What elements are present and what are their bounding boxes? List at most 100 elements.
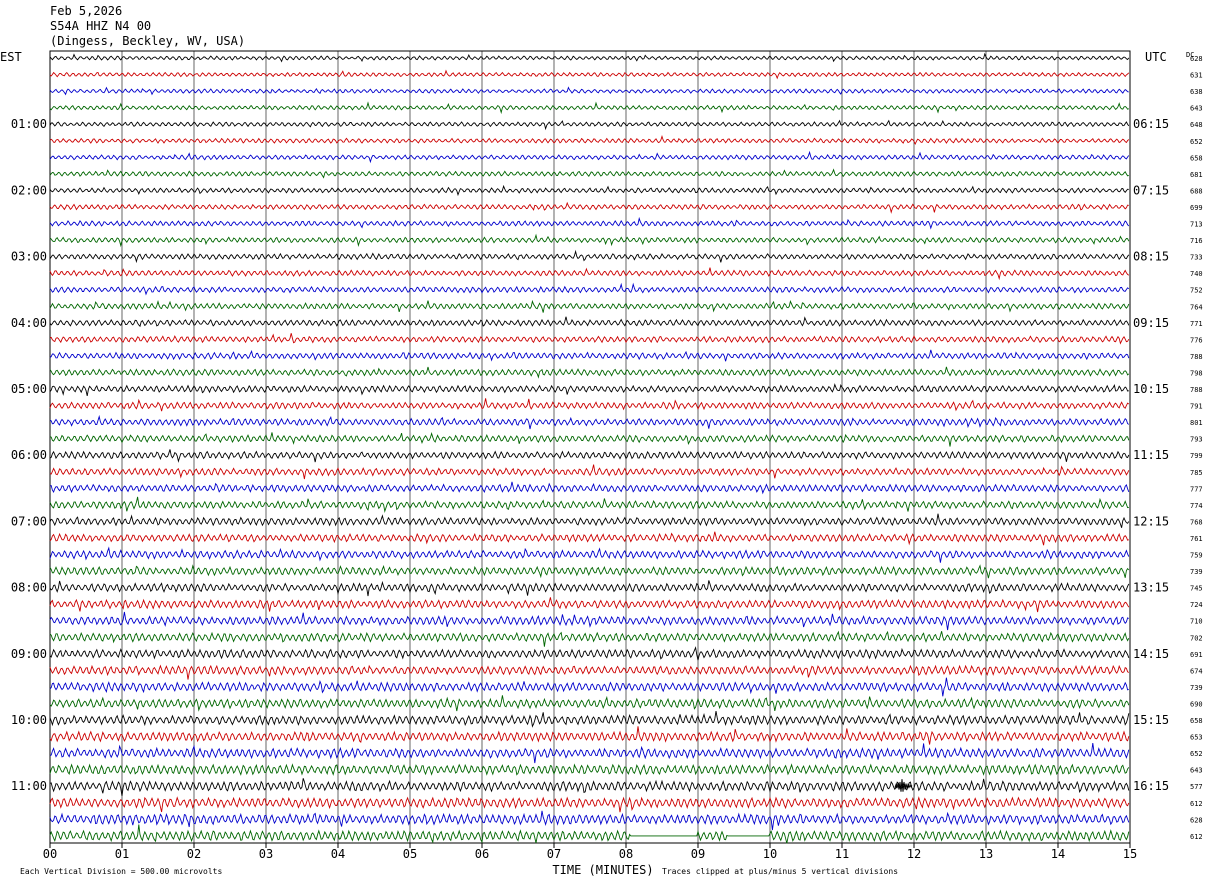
x-tick-label: 01: [115, 847, 129, 861]
dc-offset-label: 648: [1190, 121, 1203, 129]
seismic-trace: [49, 496, 1129, 513]
right-hour-label: 14:15: [1133, 647, 1169, 661]
dc-offset-label: 785: [1190, 469, 1203, 477]
x-tick-label: 10: [763, 847, 777, 861]
seismic-trace: [49, 580, 1130, 597]
dc-offset-label: 658: [1190, 717, 1203, 725]
dc-offset-label: 788: [1190, 386, 1203, 394]
x-tick-label: 14: [1051, 847, 1065, 861]
dc-header-label: DC: [1186, 51, 1194, 59]
seismic-trace: [49, 135, 1130, 145]
dc-offset-label: 788: [1190, 353, 1203, 361]
x-axis-label: TIME (MINUTES): [552, 863, 653, 877]
left-hour-label: 10:00: [11, 713, 47, 727]
x-tick-label: 04: [331, 847, 345, 861]
dc-offset-label: 771: [1190, 320, 1203, 328]
seismic-trace: [49, 711, 1130, 728]
seismic-trace: [49, 333, 1130, 345]
left-hour-label: 07:00: [11, 514, 47, 528]
seismic-trace: [49, 646, 1130, 661]
dc-offset-label: 691: [1190, 651, 1203, 659]
seismic-trace: [49, 119, 1130, 131]
dc-offset-label: 776: [1190, 336, 1203, 344]
seismic-trace: [49, 611, 1130, 631]
x-tick-label: 03: [259, 847, 273, 861]
seismic-trace: [49, 101, 1129, 115]
seismic-trace: [49, 464, 1130, 480]
seismic-trace: [49, 564, 1130, 579]
seismic-trace: [49, 299, 1130, 313]
seismic-trace: [49, 824, 1130, 844]
right-hour-label: 11:15: [1133, 448, 1169, 462]
dc-offset-label: 658: [1190, 154, 1203, 162]
header-station: S54A HHZ N4 00: [50, 19, 152, 33]
seismic-trace: [49, 267, 1130, 281]
seismic-trace: [49, 233, 1130, 248]
x-tick-label: 12: [907, 847, 921, 861]
left-hour-label: 02:00: [11, 183, 47, 197]
seismic-trace: [49, 664, 1130, 680]
left-hour-label: 03:00: [11, 250, 47, 264]
dc-offset-label: 628: [1190, 55, 1203, 63]
dc-offset-label: 759: [1190, 552, 1203, 560]
dc-offset-label: 768: [1190, 518, 1203, 526]
dc-offset-label: 739: [1190, 684, 1203, 692]
left-hour-label: 01:00: [11, 117, 47, 131]
seismic-trace: [49, 201, 1129, 214]
dc-offset-label: 761: [1190, 535, 1203, 543]
seismic-trace: [49, 366, 1130, 379]
x-tick-label: 11: [835, 847, 849, 861]
right-hour-label: 16:15: [1133, 779, 1169, 793]
dc-offset-label: 745: [1190, 585, 1203, 593]
seismic-trace: [49, 481, 1130, 495]
dc-offset-label: 739: [1190, 568, 1203, 576]
seismic-trace: [49, 695, 1130, 712]
event-spike: [894, 779, 913, 792]
seismic-trace: [49, 282, 1130, 296]
x-tick-label: 09: [691, 847, 705, 861]
x-tick-label: 13: [979, 847, 993, 861]
seismic-trace: [49, 86, 1129, 96]
clip-note: Traces clipped at plus/minus 5 vertical …: [662, 867, 899, 876]
dc-offset-label: 681: [1190, 171, 1203, 179]
dc-offset-label: 674: [1190, 667, 1203, 675]
seismic-trace: [49, 316, 1130, 328]
dc-offset-label: 612: [1190, 800, 1203, 808]
seismic-trace: [49, 150, 1130, 164]
seismic-trace: [49, 763, 1130, 776]
seismic-trace: [49, 810, 1130, 831]
seismic-trace: [49, 349, 1130, 362]
dc-offset-label: 702: [1190, 634, 1203, 642]
seismic-trace: [49, 513, 1130, 528]
right-hour-label: 12:15: [1133, 514, 1169, 528]
plot-frame: [49, 50, 1131, 844]
seismic-trace: [49, 630, 1130, 647]
dc-offset-label: 798: [1190, 369, 1203, 377]
seismic-trace: [49, 546, 1130, 563]
dc-offset-label: 716: [1190, 237, 1203, 245]
left-timezone-label: EST: [0, 50, 22, 64]
dc-offset-label: 774: [1190, 502, 1203, 510]
left-hour-label: 06:00: [11, 448, 47, 462]
seismic-trace: [49, 431, 1130, 447]
x-tick-label: 15: [1123, 847, 1137, 861]
dc-offset-label: 710: [1190, 618, 1203, 626]
right-hour-label: 06:15: [1133, 117, 1169, 131]
seismic-trace: [49, 449, 1130, 463]
right-timezone-label: UTC: [1145, 50, 1167, 64]
dc-offset-label: 764: [1190, 303, 1203, 311]
dc-offset-label: 688: [1190, 187, 1203, 195]
dc-offset-label: 793: [1190, 436, 1203, 444]
dc-offset-label: 752: [1190, 287, 1203, 295]
dc-offset-label: 631: [1190, 72, 1203, 80]
right-hour-label: 07:15: [1133, 183, 1169, 197]
seismic-trace: [49, 531, 1129, 546]
dc-offset-label: 643: [1190, 105, 1203, 113]
dc-offset-label: 724: [1190, 601, 1203, 609]
right-hour-label: 08:15: [1133, 250, 1169, 264]
seismic-trace: [49, 726, 1130, 745]
dc-offset-label: 799: [1190, 452, 1203, 460]
dc-offset-label: 612: [1190, 833, 1203, 841]
left-hour-label: 09:00: [11, 647, 47, 661]
right-hour-label: 15:15: [1133, 713, 1169, 727]
